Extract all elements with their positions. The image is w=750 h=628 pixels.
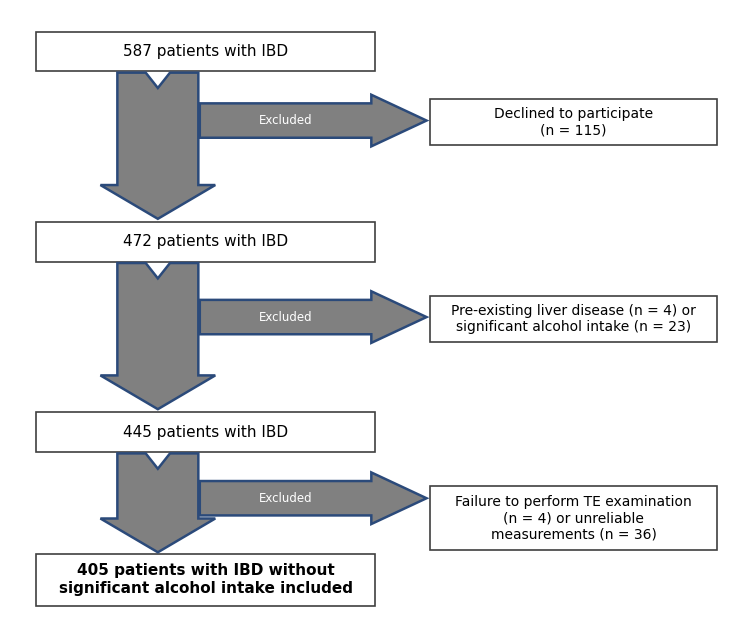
FancyBboxPatch shape <box>37 222 375 262</box>
FancyBboxPatch shape <box>37 31 375 72</box>
FancyBboxPatch shape <box>37 553 375 605</box>
FancyBboxPatch shape <box>430 296 717 342</box>
FancyBboxPatch shape <box>37 412 375 452</box>
Text: 587 patients with IBD: 587 patients with IBD <box>123 44 288 59</box>
FancyBboxPatch shape <box>430 486 717 550</box>
Polygon shape <box>200 95 427 146</box>
Text: 472 patients with IBD: 472 patients with IBD <box>123 234 288 249</box>
Polygon shape <box>200 291 427 343</box>
Text: Declined to participate
(n = 115): Declined to participate (n = 115) <box>494 107 653 137</box>
Polygon shape <box>100 263 215 409</box>
Polygon shape <box>100 453 215 552</box>
Text: Pre-existing liver disease (n = 4) or
significant alcohol intake (n = 23): Pre-existing liver disease (n = 4) or si… <box>452 303 696 333</box>
Polygon shape <box>100 73 215 219</box>
Text: Excluded: Excluded <box>259 114 312 127</box>
Text: 405 patients with IBD without
significant alcohol intake included: 405 patients with IBD without significan… <box>58 563 352 596</box>
Text: Excluded: Excluded <box>259 492 312 505</box>
Polygon shape <box>200 472 427 524</box>
Text: 445 patients with IBD: 445 patients with IBD <box>123 425 288 440</box>
FancyBboxPatch shape <box>430 99 717 145</box>
Text: Excluded: Excluded <box>259 311 312 323</box>
Text: Failure to perform TE examination
(n = 4) or unreliable
measurements (n = 36): Failure to perform TE examination (n = 4… <box>455 495 692 541</box>
